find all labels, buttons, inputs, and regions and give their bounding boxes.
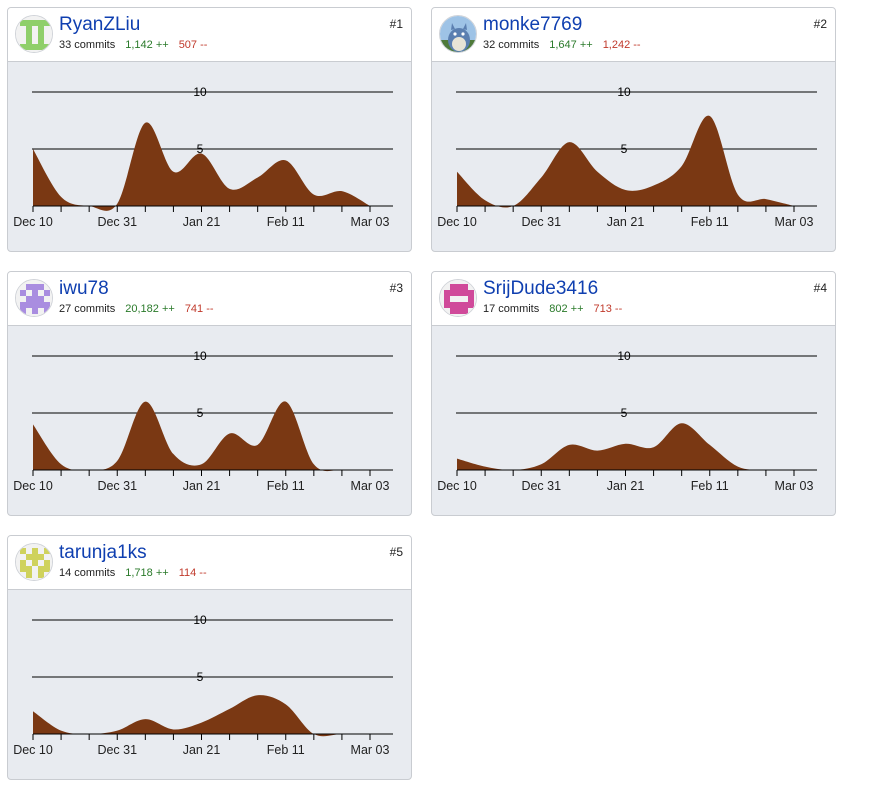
x-tick-label: Jan 21 [607, 479, 645, 493]
y-tick-label: 10 [617, 349, 631, 363]
x-tick-label: Jan 21 [183, 743, 221, 757]
y-tick-label: 5 [197, 142, 204, 156]
contribution-chart: 5 10 Dec 10 Dec 31 Jan 21 Feb 11 Mar 03 [13, 85, 393, 229]
username-link[interactable]: SrijDude3416 [483, 278, 599, 299]
rank-label: #5 [389, 545, 403, 559]
x-tick-label: Dec 10 [437, 479, 477, 493]
x-tick-label: Mar 03 [775, 215, 814, 229]
commits-area [33, 122, 370, 211]
contributor-header: monke7769 32 commits 1,647 ++ 1,242 -- #2 [432, 8, 835, 62]
x-tick-label: Feb 11 [267, 215, 305, 229]
contribution-chart: 5 10 Dec 10 Dec 31 Jan 21 Feb 11 Mar 03 [13, 613, 393, 757]
commits-area [33, 401, 370, 472]
deletions-count: 713 -- [593, 303, 623, 315]
username-link[interactable]: RyanZLiu [59, 14, 141, 35]
contributor-card: SrijDude3416 17 commits 802 ++ 713 -- #4 5 10 D… [431, 271, 836, 516]
contributor-header: tarunja1ks 14 commits 1,718 ++ 114 -- #5 [8, 536, 411, 590]
commit-count: 14 commits [59, 567, 116, 579]
contributor-header: iwu78 27 commits 20,182 ++ 741 -- #3 [8, 272, 411, 326]
contribution-stats: 33 commits 1,142 ++ 507 -- [59, 39, 207, 51]
y-tick-label: 5 [621, 406, 628, 420]
additions-count: 802 ++ [549, 303, 584, 315]
x-tick-label: Feb 11 [691, 215, 729, 229]
avatar[interactable] [15, 543, 53, 581]
x-tick-label: Dec 31 [97, 743, 137, 757]
contribution-chart: 5 10 Dec 10 Dec 31 Jan 21 Feb 11 Mar 03 [437, 349, 817, 493]
x-tick-label: Mar 03 [775, 479, 814, 493]
deletions-count: 507 -- [178, 39, 208, 51]
contributor-card: monke7769 32 commits 1,647 ++ 1,242 -- #2 5 10… [431, 7, 836, 252]
avatar[interactable] [15, 15, 53, 53]
commit-count: 32 commits [483, 39, 540, 51]
x-tick-label: Dec 10 [13, 215, 53, 229]
x-tick-label: Jan 21 [183, 215, 221, 229]
contribution-chart: 5 10 Dec 10 Dec 31 Jan 21 Feb 11 Mar 03 [437, 85, 817, 229]
x-tick-label: Dec 31 [97, 215, 137, 229]
commit-count: 33 commits [59, 39, 116, 51]
rank-label: #4 [813, 281, 827, 295]
x-tick-label: Feb 11 [691, 479, 729, 493]
rank-label: #3 [389, 281, 403, 295]
x-tick-label: Feb 11 [267, 479, 305, 493]
contributor-header: RyanZLiu 33 commits 1,142 ++ 507 -- #1 [8, 8, 411, 62]
x-tick-label: Mar 03 [351, 215, 390, 229]
contribution-stats: 17 commits 802 ++ 713 -- [483, 303, 622, 315]
rank-label: #1 [389, 17, 403, 31]
x-tick-label: Dec 10 [13, 743, 53, 757]
contribution-stats: 32 commits 1,647 ++ 1,242 -- [483, 39, 641, 51]
additions-count: 1,142 ++ [125, 39, 169, 51]
commits-area [457, 423, 794, 471]
y-tick-label: 10 [193, 85, 207, 99]
avatar[interactable] [439, 279, 477, 317]
x-tick-label: Jan 21 [183, 479, 221, 493]
deletions-count: 1,242 -- [602, 39, 641, 51]
contribution-chart: 5 10 Dec 10 Dec 31 Jan 21 Feb 11 Mar 03 [13, 349, 393, 493]
x-tick-label: Dec 31 [521, 215, 561, 229]
contributor-card: RyanZLiu 33 commits 1,142 ++ 507 -- #1 5 10 Dec… [7, 7, 412, 252]
avatar[interactable] [439, 15, 477, 53]
username-link[interactable]: iwu78 [59, 278, 109, 299]
x-tick-label: Mar 03 [351, 479, 390, 493]
avatar[interactable] [15, 279, 53, 317]
username-link[interactable]: monke7769 [483, 14, 583, 35]
y-tick-label: 5 [197, 406, 204, 420]
y-tick-label: 10 [193, 613, 207, 627]
contributor-card: iwu78 27 commits 20,182 ++ 741 -- #3 5 10 Dec 1… [7, 271, 412, 516]
x-tick-label: Dec 31 [521, 479, 561, 493]
deletions-count: 741 -- [184, 303, 214, 315]
x-tick-label: Feb 11 [267, 743, 305, 757]
x-tick-label: Dec 10 [437, 215, 477, 229]
additions-count: 20,182 ++ [125, 303, 175, 315]
additions-count: 1,718 ++ [125, 567, 169, 579]
y-tick-label: 10 [617, 85, 631, 99]
contribution-stats: 27 commits 20,182 ++ 741 -- [59, 303, 214, 315]
commits-area [457, 115, 794, 208]
y-tick-label: 5 [621, 142, 628, 156]
additions-count: 1,647 ++ [549, 39, 593, 51]
commits-area [33, 695, 370, 737]
contribution-stats: 14 commits 1,718 ++ 114 -- [59, 567, 207, 579]
contributor-card: tarunja1ks 14 commits 1,718 ++ 114 -- #5 5 10 D… [7, 535, 412, 780]
deletions-count: 114 -- [178, 567, 207, 579]
x-tick-label: Mar 03 [351, 743, 390, 757]
x-tick-label: Jan 21 [607, 215, 645, 229]
commit-count: 27 commits [59, 303, 116, 315]
rank-label: #2 [813, 17, 827, 31]
commit-count: 17 commits [483, 303, 540, 315]
username-link[interactable]: tarunja1ks [59, 542, 147, 563]
x-tick-label: Dec 10 [13, 479, 53, 493]
y-tick-label: 5 [197, 670, 204, 684]
x-tick-label: Dec 31 [97, 479, 137, 493]
y-tick-label: 10 [193, 349, 207, 363]
contributor-header: SrijDude3416 17 commits 802 ++ 713 -- #4 [432, 272, 835, 326]
